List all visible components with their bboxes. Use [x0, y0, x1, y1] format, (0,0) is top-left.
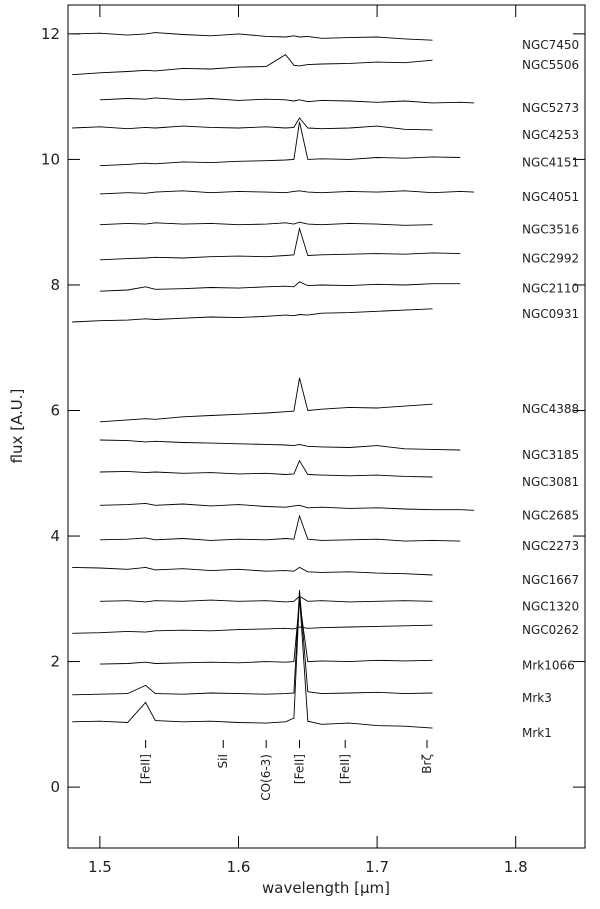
- spectrum-line: [99, 595, 433, 603]
- spectrum-line: [99, 600, 433, 665]
- annotation-label: Brζ: [420, 754, 434, 774]
- series-label: Mrk1066: [522, 658, 575, 672]
- y-tick-label: 12: [41, 25, 60, 43]
- series-label: NGC3081: [522, 475, 579, 489]
- series-label: NGC2273: [522, 539, 579, 553]
- annotation-label: [FeII]: [292, 754, 306, 784]
- series-label: NGC0262: [522, 623, 579, 637]
- annotation-label: [FeII]: [338, 754, 352, 784]
- series-label: NGC1320: [522, 599, 579, 613]
- y-axis-label: flux [A.U.]: [8, 389, 26, 464]
- spectrum-line: [99, 514, 461, 542]
- spectrum-line: [99, 459, 433, 478]
- spectrum-line: [72, 624, 433, 634]
- spectrum-line: [99, 221, 433, 226]
- spectrum-line: [72, 589, 433, 696]
- series-label: NGC3185: [522, 448, 579, 462]
- x-tick-label: 1.7: [365, 858, 389, 876]
- y-tick-label: 6: [50, 401, 60, 419]
- x-axis-label: wavelength [μm]: [262, 879, 390, 897]
- spectrum-line: [99, 226, 461, 261]
- series-label: NGC2110: [522, 282, 579, 296]
- series-label: NGC5506: [522, 58, 579, 72]
- spectrum-line: [99, 190, 475, 195]
- spectrum-line: [99, 97, 475, 104]
- series-label: NGC4388: [522, 402, 579, 416]
- series-label: Mrk1: [522, 726, 552, 740]
- annotation-label: SiI: [216, 754, 230, 769]
- y-tick-label: 10: [41, 150, 60, 168]
- annotation-label: [FeII]: [139, 754, 153, 784]
- spectrum-line: [99, 502, 475, 511]
- spectrum-line: [72, 596, 433, 729]
- x-tick-label: 1.5: [88, 858, 112, 876]
- series-label: NGC1667: [522, 573, 579, 587]
- series-label: NGC4151: [522, 156, 579, 170]
- x-tick-label: 1.6: [227, 858, 251, 876]
- series-label: NGC2992: [522, 252, 579, 266]
- spectrum-line: [72, 32, 433, 41]
- series-label: NGC3516: [522, 223, 579, 237]
- series-label: NGC4051: [522, 190, 579, 204]
- plot-frame: [67, 4, 586, 849]
- y-tick-label: 2: [50, 653, 60, 671]
- spectrum-line: [99, 281, 461, 292]
- spectrum-line: [99, 439, 461, 451]
- spectrum-line: [99, 377, 433, 423]
- spectrum-line: [72, 54, 433, 76]
- y-tick-label: 4: [50, 527, 60, 545]
- series-label: NGC0931: [522, 307, 579, 321]
- annotation-label: CO(6-3): [259, 754, 273, 801]
- x-tick-label: 1.8: [504, 858, 528, 876]
- spectrum-line: [72, 117, 433, 131]
- y-tick-label: 8: [50, 276, 60, 294]
- spectrum-line: [72, 308, 433, 323]
- series-label: NGC2685: [522, 508, 579, 522]
- series-label: Mrk3: [522, 691, 552, 705]
- spectrum-line: [99, 121, 461, 167]
- y-tick-label: 0: [50, 778, 60, 796]
- spectrum-line: [72, 566, 433, 576]
- series-label: NGC4253: [522, 128, 579, 142]
- series-label: NGC7450: [522, 38, 579, 52]
- series-label: NGC5273: [522, 101, 579, 115]
